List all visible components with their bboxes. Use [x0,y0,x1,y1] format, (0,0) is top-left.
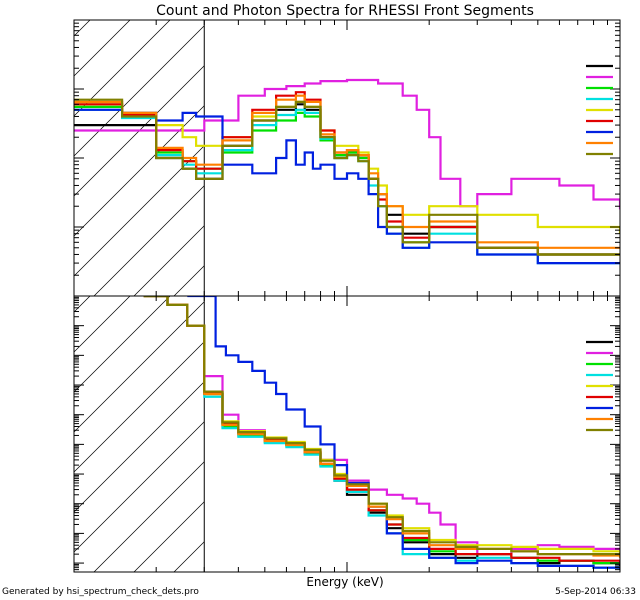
x-axis-label: Energy (keV) [306,575,383,589]
hatch-line [74,296,211,433]
hatch-mask [204,20,620,296]
hatch-line [0,296,50,572]
photons-panel [0,295,621,573]
hatched-region [0,296,620,572]
hatch-line [74,20,171,117]
series-group [143,296,620,570]
footer-timestamp: 5-Sep-2014 06:33 [555,587,636,597]
series-group [74,78,620,265]
hatched-region [0,20,620,296]
hatch-line [74,296,171,393]
hatch-mask [204,296,620,572]
figure-title: Count and Photon Spectra for RHESSI Fron… [156,3,534,19]
series-line-9F [74,98,620,256]
counts-panel [0,19,621,297]
hatch-line [74,20,211,157]
series-line-2F [74,78,620,210]
hatch-line [74,296,131,353]
series-line-6F [74,91,620,256]
hatch-line [0,20,50,296]
footer-generated-by: Generated by hsi_spectrum_check_dets.pro [2,587,199,597]
series-line-9F [143,296,620,556]
hatch-line [74,20,131,77]
series-line-8F [74,94,620,249]
series-line-7F [187,296,620,570]
